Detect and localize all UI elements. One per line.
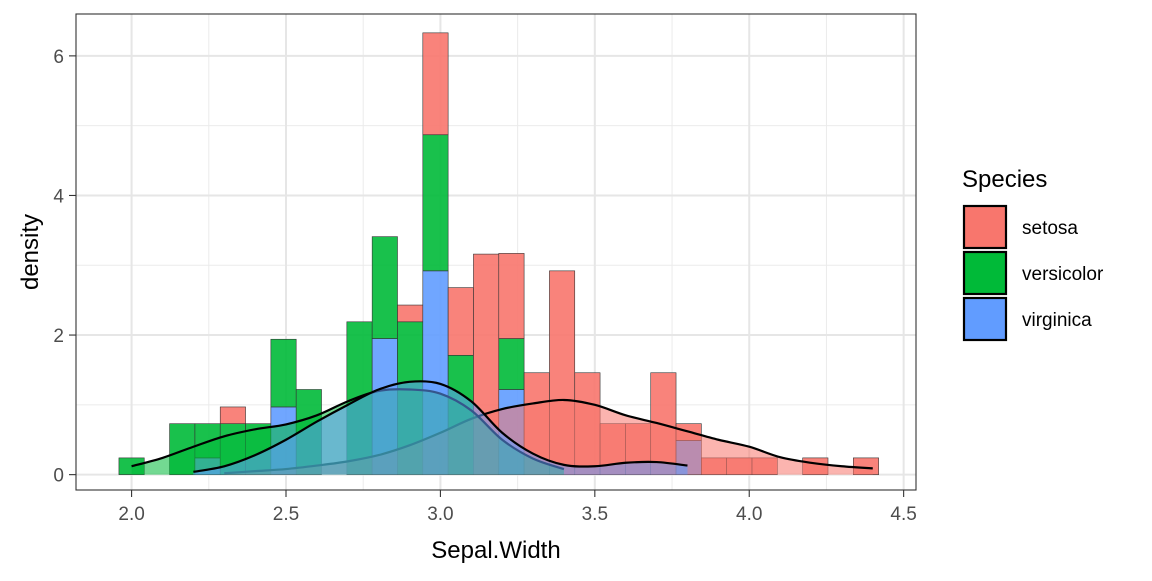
bar-setosa <box>397 304 424 323</box>
legend-title: Species <box>962 166 1047 193</box>
bar-setosa <box>498 253 525 339</box>
legend-key-versicolor <box>962 250 1008 296</box>
x-tick-label: 3.0 <box>427 504 453 525</box>
x-tick-label: 2.0 <box>118 504 144 525</box>
x-tick-label: 4.0 <box>736 504 762 525</box>
y-tick-label: 4 <box>53 186 64 207</box>
x-tick-label: 3.5 <box>582 504 608 525</box>
y-tick-label: 6 <box>53 47 64 68</box>
x-axis-title: Sepal.Width <box>431 537 560 564</box>
density-area-virginica <box>193 381 688 475</box>
x-tick-label: 2.5 <box>273 504 299 525</box>
bar-versicolor <box>371 236 398 339</box>
bar-setosa <box>422 32 449 136</box>
bar-versicolor <box>270 338 297 408</box>
bar-versicolor <box>498 338 525 390</box>
legend-key-setosa <box>962 204 1008 250</box>
y-tick-label: 2 <box>53 326 64 347</box>
y-axis-title: density <box>17 214 44 290</box>
x-axis-ticks: 2.0 2.5 3.0 3.5 4.0 4.5 <box>118 490 917 525</box>
density-line-virginica <box>193 380 688 473</box>
density-curves <box>131 380 873 475</box>
legend-label-setosa: setosa <box>1022 218 1078 239</box>
legend-label-versicolor: versicolor <box>1022 264 1104 285</box>
bar-setosa <box>219 406 246 424</box>
panel-border <box>75 13 917 491</box>
legend-label-virginica: virginica <box>1022 310 1092 331</box>
y-axis-ticks: 0 2 4 6 <box>53 47 76 487</box>
x-tick-label: 4.5 <box>890 504 916 525</box>
bar-setosa <box>447 287 474 356</box>
legend: Species setosa versicolor virginica <box>962 166 1104 342</box>
bar-versicolor <box>422 134 449 272</box>
y-tick-label: 0 <box>53 466 64 487</box>
legend-key-virginica <box>962 296 1008 342</box>
